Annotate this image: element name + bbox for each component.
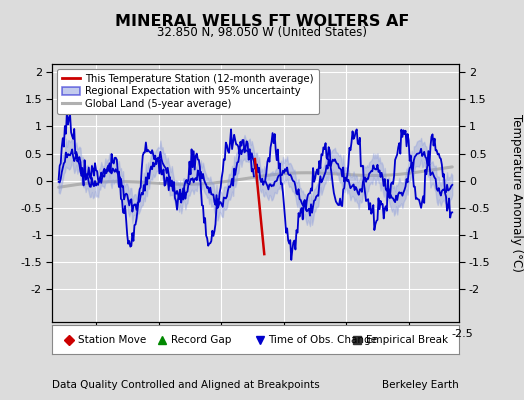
Text: Berkeley Earth: Berkeley Earth (382, 380, 458, 390)
Text: Record Gap: Record Gap (171, 334, 232, 344)
Text: Time of Obs. Change: Time of Obs. Change (268, 334, 377, 344)
Text: Station Move: Station Move (78, 334, 146, 344)
Text: MINERAL WELLS FT WOLTERS AF: MINERAL WELLS FT WOLTERS AF (115, 14, 409, 29)
Legend: This Temperature Station (12-month average), Regional Expectation with 95% uncer: This Temperature Station (12-month avera… (58, 69, 319, 114)
Text: -2.5: -2.5 (452, 329, 474, 339)
Y-axis label: Temperature Anomaly (°C): Temperature Anomaly (°C) (510, 114, 523, 272)
Text: Data Quality Controlled and Aligned at Breakpoints: Data Quality Controlled and Aligned at B… (52, 380, 320, 390)
Text: 32.850 N, 98.050 W (United States): 32.850 N, 98.050 W (United States) (157, 26, 367, 39)
Text: Empirical Break: Empirical Break (366, 334, 448, 344)
